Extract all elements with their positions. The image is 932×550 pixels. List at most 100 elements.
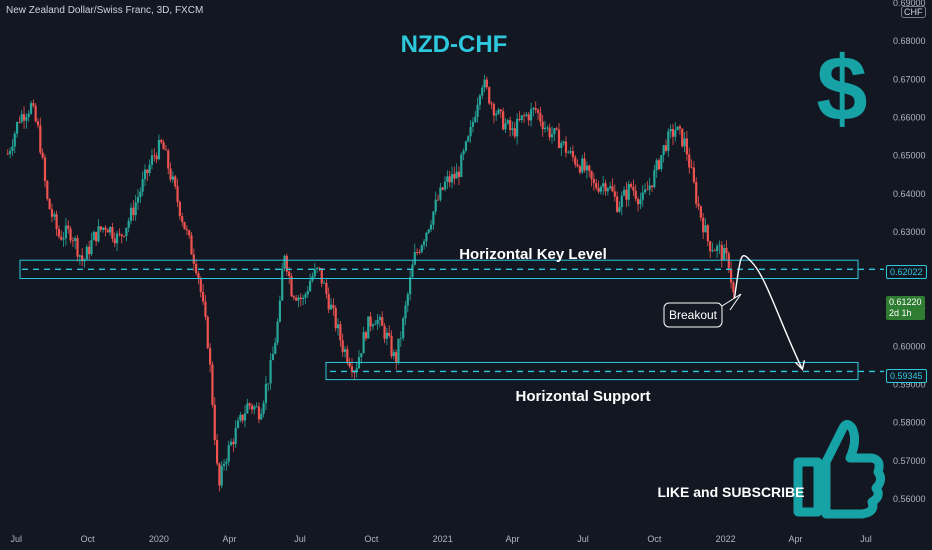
price-tick-label: 0.56000 [893, 494, 926, 504]
candle-body [371, 324, 375, 327]
candle-body [125, 227, 128, 237]
candle-body [397, 338, 400, 363]
candle-body [581, 158, 584, 173]
candle-body [239, 414, 242, 421]
candle-body [643, 189, 647, 193]
candle-body [132, 207, 135, 216]
time-tick-label: 2021 [433, 534, 453, 544]
candle-body [297, 297, 300, 301]
candle-body [427, 229, 430, 233]
candle-body [229, 441, 233, 446]
time-tick-label: Apr [788, 534, 802, 544]
candle-body [227, 445, 230, 462]
price-tick-label: 0.58000 [893, 418, 926, 428]
candle-body [288, 271, 291, 277]
candle-body [129, 207, 133, 221]
candle-body [534, 108, 537, 110]
candle-body [495, 113, 498, 116]
candle-body [402, 318, 405, 339]
candle-body [627, 184, 630, 200]
candle-body [562, 141, 565, 144]
candle-body [671, 129, 675, 137]
candle-body [702, 217, 705, 233]
candle-body [650, 185, 654, 188]
candle-body [618, 207, 621, 212]
candle-body [597, 188, 600, 192]
candle-body [632, 186, 635, 191]
candle-body [639, 199, 642, 205]
candle-body [704, 225, 707, 233]
candle-body [548, 127, 551, 138]
candle-body [536, 109, 540, 113]
candle-body [664, 145, 668, 151]
time-tick-label: Jul [294, 534, 306, 544]
candle-body [225, 461, 228, 464]
candle-body [146, 169, 149, 173]
candle-body [574, 157, 577, 165]
symbol-title[interactable]: New Zealand Dollar/Swiss Franc, 3D, FXCM [6, 5, 204, 16]
candle-body [476, 104, 479, 117]
time-tick-label: Oct [647, 534, 662, 544]
candle-body [376, 319, 379, 325]
candle-body [497, 109, 500, 114]
candle-body [490, 103, 493, 105]
candle-body [697, 203, 700, 207]
candle-body [513, 128, 516, 137]
support-price-label: 0.59345 [886, 369, 927, 383]
candle-body [29, 103, 33, 114]
bar-countdown: 2d 1h [889, 308, 912, 318]
candle-body [585, 165, 588, 171]
candle-body [39, 125, 42, 153]
candle-body [699, 206, 702, 218]
candle-body [18, 122, 21, 123]
candle-body [420, 245, 423, 253]
candle-body [267, 383, 270, 385]
time-axis[interactable]: Jul Oct 2020 Apr Jul Oct 2021 Apr Jul Oct 2022 Apr J… [11, 534, 872, 544]
candle-body [262, 403, 265, 414]
candle-body [474, 116, 477, 122]
candle-body [434, 199, 437, 212]
candle-body [318, 267, 321, 269]
candle-body [302, 297, 305, 300]
price-tick-label: 0.57000 [893, 456, 926, 466]
candle-body [483, 79, 486, 88]
candle-body [723, 247, 726, 260]
candle-body [395, 352, 398, 363]
candle-body [6, 153, 9, 155]
candle-body [15, 122, 19, 134]
candle-body [716, 245, 719, 252]
candle-body [306, 291, 309, 295]
candle-body [199, 278, 202, 293]
candle-body [115, 233, 119, 244]
projection-arrow [733, 255, 804, 370]
time-tick-label: Oct [364, 534, 379, 544]
candle-body [22, 114, 26, 121]
candle-body [155, 155, 158, 160]
candle-body [569, 151, 572, 153]
candle-body [404, 305, 407, 319]
candle-body [520, 115, 523, 120]
candle-body [232, 441, 235, 445]
candle-body [595, 183, 598, 189]
candle-body [576, 164, 579, 167]
candle-body [25, 117, 28, 121]
candle-body [443, 181, 447, 190]
dollar-sign-icon: $ [816, 38, 867, 140]
candle-body [197, 273, 200, 279]
candle-body [692, 167, 695, 183]
candle-body [62, 238, 65, 240]
candle-body [134, 202, 137, 216]
candle-body [46, 180, 49, 199]
candle-body [590, 170, 593, 180]
currency-badge[interactable]: CHF [901, 6, 926, 18]
candle-body [60, 236, 63, 240]
candle-body [85, 246, 88, 260]
candle-body [322, 282, 326, 284]
candle-body [460, 154, 463, 177]
candle-body [327, 294, 330, 310]
candle-body [211, 364, 214, 405]
candle-body [706, 225, 709, 242]
candle-body [122, 235, 126, 237]
candle-body [195, 263, 198, 274]
candle-body [439, 187, 442, 200]
